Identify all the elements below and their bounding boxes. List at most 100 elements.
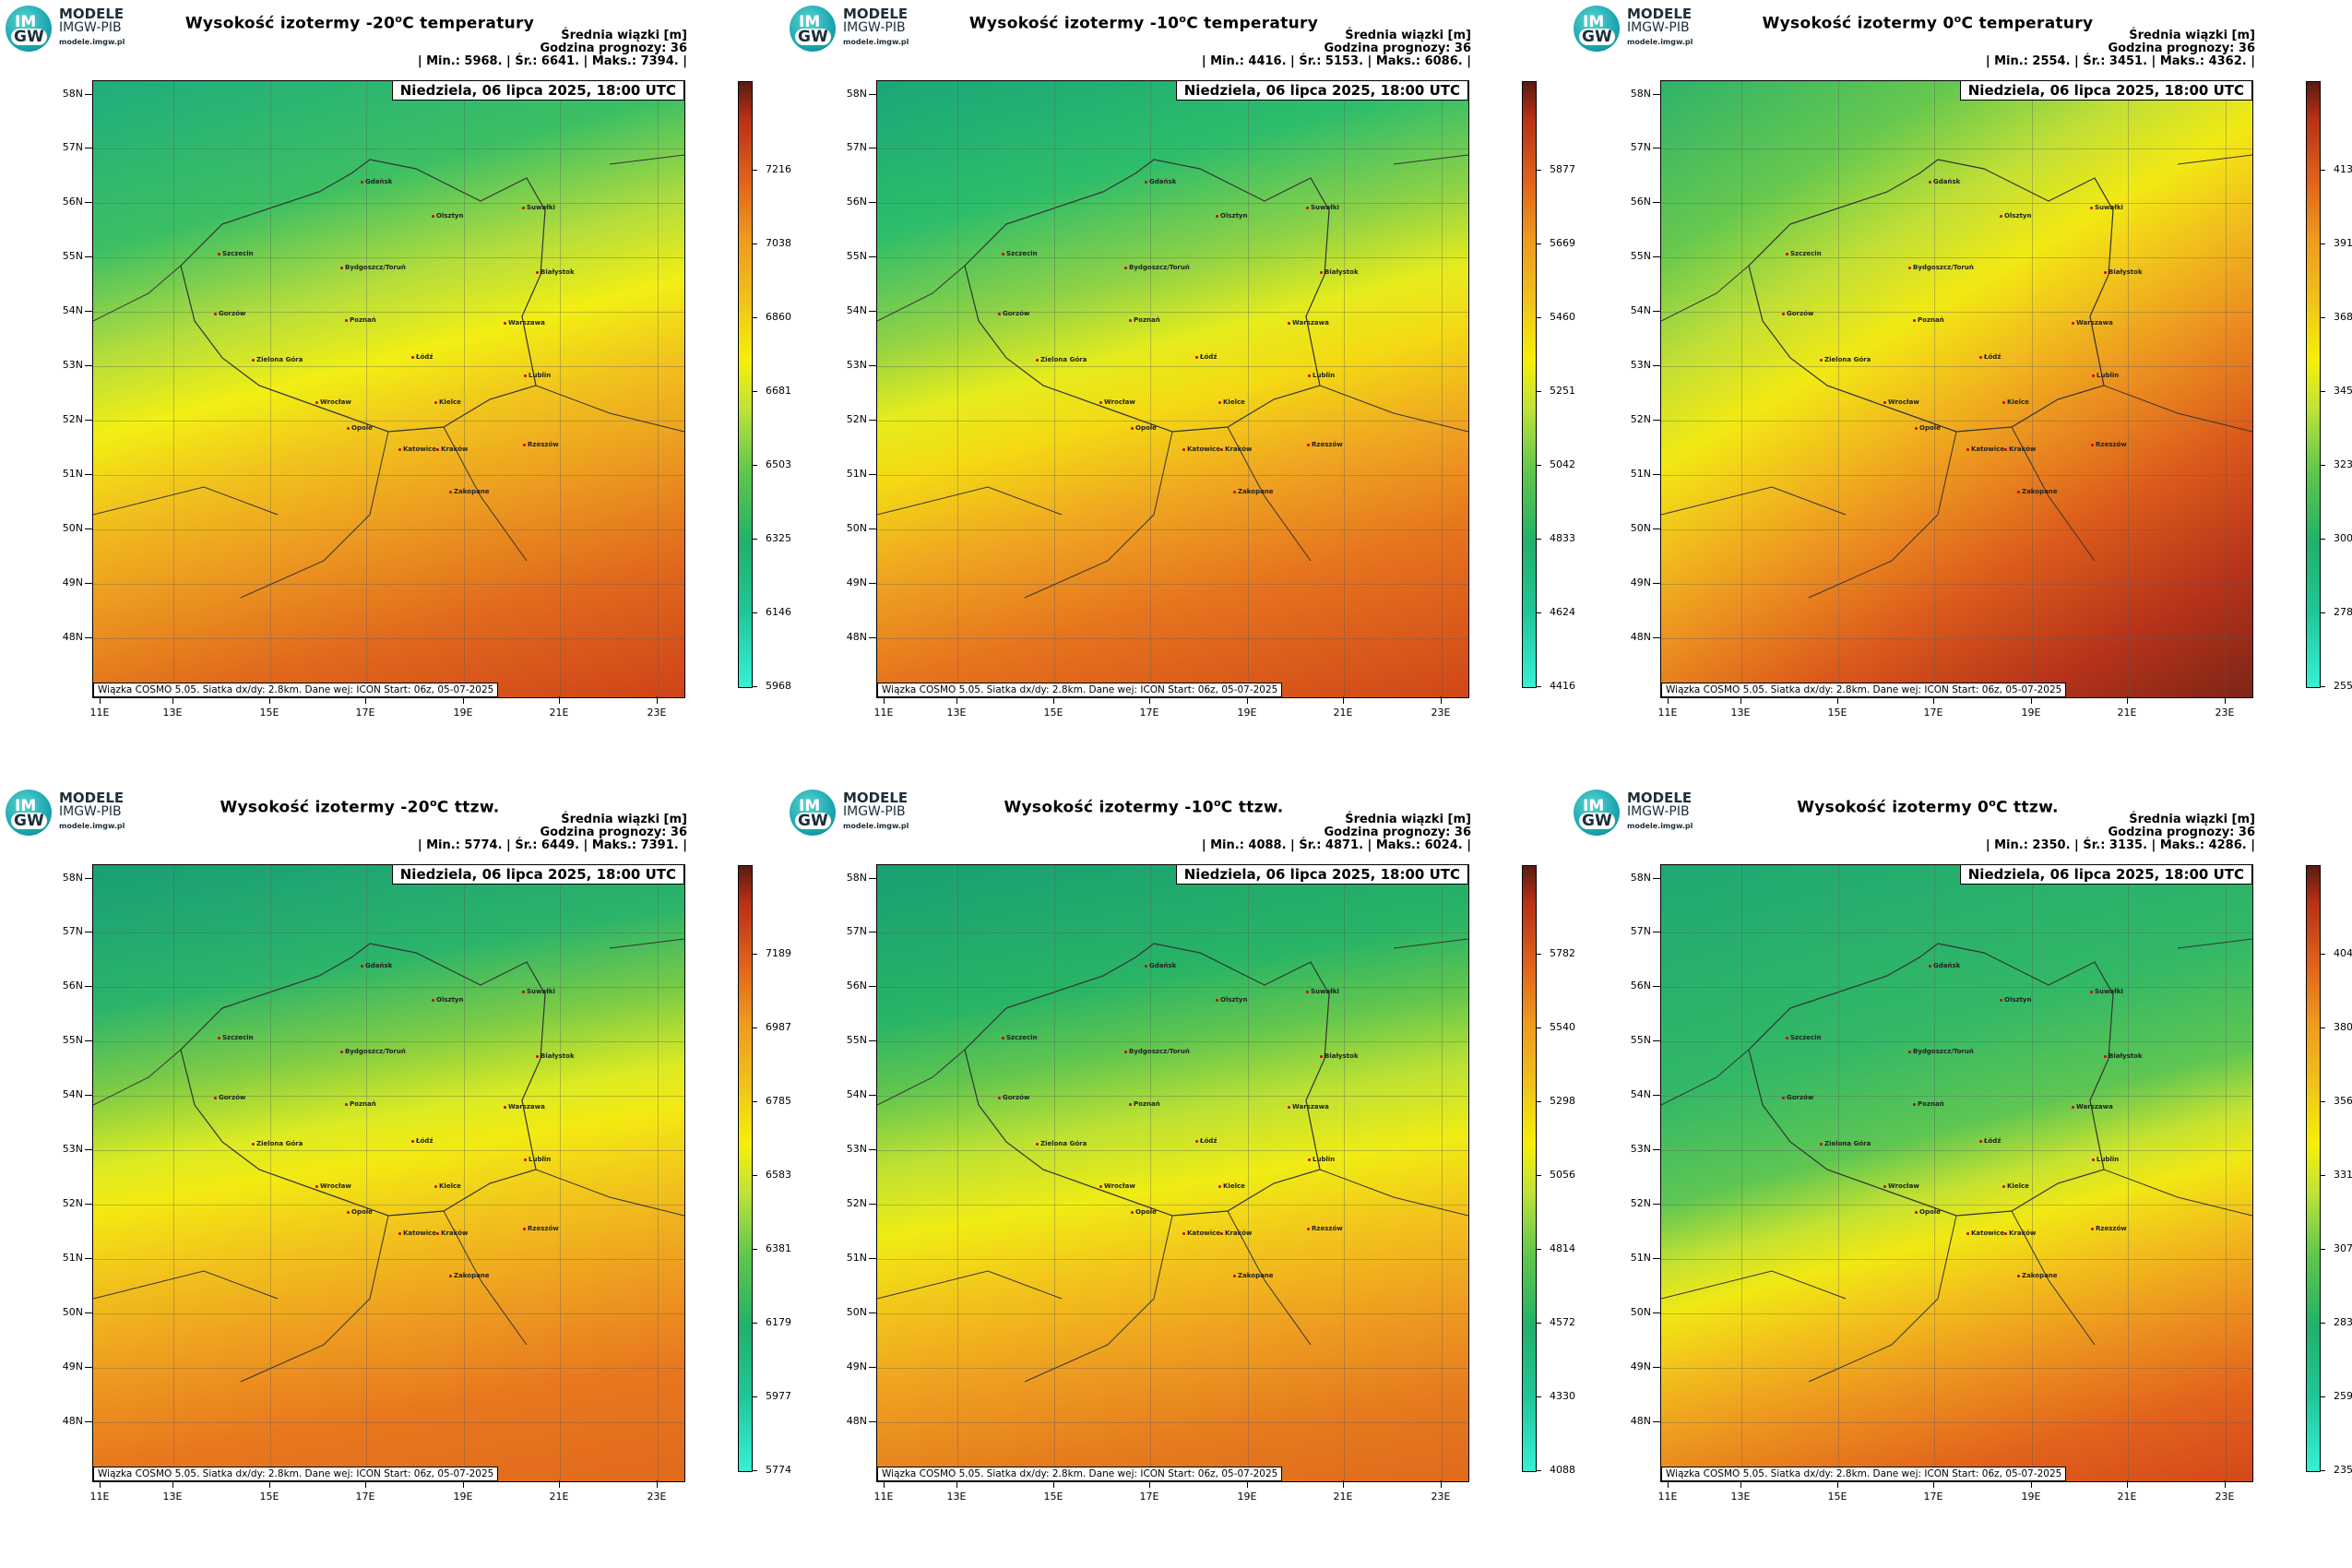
colorbar-tick-label: 4136 xyxy=(2334,163,2352,175)
lon-tick-mark xyxy=(463,1480,464,1488)
lat-tick-label: 52N xyxy=(62,413,83,425)
graticule-lon xyxy=(1934,865,1935,1481)
imgw-logo[interactable]: IM GW MODELE IMGW-PIB modele.imgw.pl xyxy=(6,790,135,836)
panel-title-suffix: C temperatury xyxy=(1961,14,2094,33)
colorbar-tick-mark xyxy=(1536,1396,1541,1397)
forecast-hour: Godzina prognozy: 36 xyxy=(1324,42,1471,55)
lat-tick-label: 50N xyxy=(846,522,867,534)
lat-tick-mark xyxy=(869,420,876,421)
stats-header: Średnia wiązki [m] xyxy=(2129,29,2255,42)
imgw-logo[interactable]: IM GW MODELE IMGW-PIB modele.imgw.pl xyxy=(790,790,919,836)
lat-tick-mark xyxy=(869,1421,876,1422)
city-label: Gorzów xyxy=(213,310,246,317)
lon-tick-mark xyxy=(559,1480,560,1488)
forecast-map[interactable]: Gdańsk Olsztyn Suwałki Szczecin Bydgoszcz/To… xyxy=(1660,864,2253,1482)
forecast-map[interactable]: Gdańsk Olsztyn Suwałki Szczecin Bydgoszcz/To… xyxy=(876,80,1469,698)
colorbar-tick-label: 5669 xyxy=(1550,237,1575,249)
panel-title-suffix: C temperatury xyxy=(1186,14,1319,33)
logo-mark: IM GW xyxy=(790,790,836,836)
city-label: Rzeszów xyxy=(523,441,559,448)
lon-tick-label: 13E xyxy=(1730,707,1751,719)
colorbar-tick-mark xyxy=(1536,170,1541,171)
graticule-lon xyxy=(957,81,958,697)
logo-line2: IMGW-PIB xyxy=(59,20,122,35)
forecast-map[interactable]: Gdańsk Olsztyn Suwałki Szczecin Bydgoszcz/To… xyxy=(876,864,1469,1482)
logo-url: modele.imgw.pl xyxy=(843,38,909,46)
degree-sign: o xyxy=(395,13,403,25)
colorbar-tick-label: 7189 xyxy=(766,947,791,959)
city-label: Zielona Góra xyxy=(1819,1140,1871,1147)
city-label: Warszawa xyxy=(504,319,545,327)
colorbar-tick-label: 5977 xyxy=(766,1390,791,1402)
graticule-lat xyxy=(877,1313,1468,1314)
city-label: Lublin xyxy=(523,372,552,379)
lat-tick-mark xyxy=(85,94,92,95)
panel-title-prefix: Wysokość izotermy 0 xyxy=(1797,798,1990,817)
lon-tick-label: 15E xyxy=(1043,1491,1063,1503)
logo-mark-top: IM xyxy=(799,13,821,31)
lat-tick-mark xyxy=(85,1040,92,1041)
colorbar-tick-label: 6583 xyxy=(766,1169,791,1181)
graticule-lon xyxy=(366,865,367,1481)
lon-tick-label: 11E xyxy=(89,707,110,719)
logo-line1: MODELE xyxy=(1627,790,1693,806)
city-label: Rzeszów xyxy=(2091,1225,2127,1232)
lon-tick-mark xyxy=(365,696,366,704)
graticule-lat xyxy=(93,1205,684,1206)
imgw-logo[interactable]: IM GW MODELE IMGW-PIB modele.imgw.pl xyxy=(6,6,135,52)
forecast-hour: Godzina prognozy: 36 xyxy=(2108,826,2255,839)
forecast-map[interactable]: Gdańsk Olsztyn Suwałki Szczecin Bydgoszcz/To… xyxy=(92,864,685,1482)
lon-tick-mark xyxy=(1441,1480,1442,1488)
colorbar-tick-mark xyxy=(1536,1175,1541,1176)
lat-tick-label: 51N xyxy=(1630,468,1651,480)
lat-tick-label: 49N xyxy=(846,1360,867,1372)
graticule-lat xyxy=(1661,1368,2252,1369)
graticule-lat xyxy=(93,257,684,258)
city-label: Zielona Góra xyxy=(251,1140,303,1147)
logo-mark: IM GW xyxy=(1574,6,1620,52)
forecast-map[interactable]: Gdańsk Olsztyn Suwałki Szczecin Bydgoszcz/To… xyxy=(92,80,685,698)
city-label: Gdańsk xyxy=(1144,962,1177,969)
lon-tick-label: 19E xyxy=(453,707,473,719)
forecast-map[interactable]: Gdańsk Olsztyn Suwałki Szczecin Bydgoszcz/To… xyxy=(1660,80,2253,698)
logo-mark-top: IM xyxy=(1583,13,1605,31)
city-label: Kraków xyxy=(2003,1229,2037,1237)
lat-tick-label: 51N xyxy=(1630,1252,1651,1264)
graticule-lon xyxy=(173,865,174,1481)
lat-tick-label: 48N xyxy=(62,631,83,643)
stats-box: Średnia wiązki [m] Godzina prognozy: 36 | … xyxy=(1986,814,2255,852)
graticule-lat xyxy=(93,1096,684,1097)
lon-tick-label: 19E xyxy=(453,1491,473,1503)
colorbar-tick-mark xyxy=(752,1396,757,1397)
city-label: Poznań xyxy=(1913,316,1944,324)
imgw-logo[interactable]: IM GW MODELE IMGW-PIB modele.imgw.pl xyxy=(1574,6,1703,52)
lat-tick-label: 54N xyxy=(1630,1088,1651,1100)
lat-tick-label: 55N xyxy=(846,1034,867,1046)
colorbar-tick-mark xyxy=(2320,1396,2325,1397)
lat-tick-mark xyxy=(869,986,876,987)
forecast-hour: Godzina prognozy: 36 xyxy=(2108,42,2255,55)
lat-tick-mark xyxy=(869,1258,876,1259)
colorbar-tick-label: 5782 xyxy=(1550,947,1575,959)
city-label: Zakopane xyxy=(449,1272,490,1279)
city-label: Rzeszów xyxy=(2091,441,2127,448)
lat-tick-label: 53N xyxy=(1630,359,1651,371)
city-label: Szczecin xyxy=(218,1034,254,1041)
city-label: Opole xyxy=(1915,1208,1941,1216)
city-label: Łódź xyxy=(410,1137,434,1145)
imgw-logo[interactable]: IM GW MODELE IMGW-PIB modele.imgw.pl xyxy=(1574,790,1703,836)
graticule-lat xyxy=(877,1041,1468,1042)
colorbar-tick-label: 6681 xyxy=(766,385,791,397)
city-label: Lublin xyxy=(2091,372,2120,379)
country-borders xyxy=(877,938,1468,1383)
forecast-hour: Godzina prognozy: 36 xyxy=(1324,826,1471,839)
colorbar-tick-label: 3318 xyxy=(2334,1169,2352,1181)
lon-tick-label: 15E xyxy=(1827,1491,1847,1503)
imgw-logo[interactable]: IM GW MODELE IMGW-PIB modele.imgw.pl xyxy=(790,6,919,52)
lat-tick-label: 50N xyxy=(846,1306,867,1318)
graticule-lon xyxy=(1741,865,1742,1481)
lon-tick-label: 17E xyxy=(355,1491,375,1503)
graticule-lat xyxy=(1661,148,2252,149)
lat-tick-mark xyxy=(85,365,92,366)
city-label: Łódź xyxy=(1194,1137,1218,1145)
